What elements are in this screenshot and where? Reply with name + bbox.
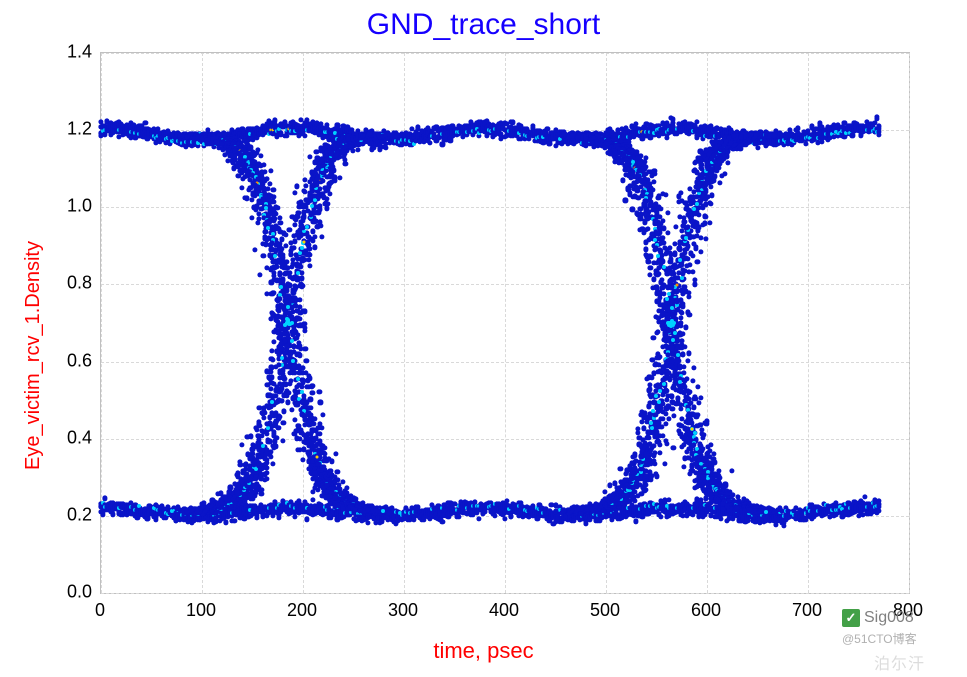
- grid-line-horizontal: [101, 53, 909, 54]
- y-tick-label: 1.4: [0, 42, 92, 63]
- grid-line-horizontal: [101, 362, 909, 363]
- plot-area: [100, 52, 910, 594]
- grid-line-horizontal: [101, 207, 909, 208]
- x-tick-label: 0: [95, 600, 105, 621]
- x-tick-label: 600: [691, 600, 721, 621]
- y-tick-label: 0.6: [0, 350, 92, 371]
- wechat-icon: ✓: [842, 609, 860, 627]
- y-tick-label: 0.8: [0, 273, 92, 294]
- y-tick-label: 0.0: [0, 582, 92, 603]
- x-tick-label: 300: [388, 600, 418, 621]
- y-tick-label: 1.2: [0, 119, 92, 140]
- grid-line-vertical: [909, 53, 910, 593]
- y-tick-label: 0.2: [0, 504, 92, 525]
- grid-line-horizontal: [101, 593, 909, 594]
- x-tick-label: 500: [590, 600, 620, 621]
- watermark-faint: 泊尓汗: [874, 650, 925, 674]
- grid-line-horizontal: [101, 439, 909, 440]
- x-tick-label: 200: [287, 600, 317, 621]
- watermark-sig008: ✓Sig008 @51CTO博客: [842, 608, 917, 650]
- watermark-text: Sig008: [864, 609, 914, 626]
- watermark-subtext: @51CTO博客: [842, 632, 917, 646]
- grid-line-horizontal: [101, 284, 909, 285]
- x-tick-label: 400: [489, 600, 519, 621]
- y-tick-label: 1.0: [0, 196, 92, 217]
- x-tick-label: 700: [792, 600, 822, 621]
- chart-title: GND_trace_short: [0, 8, 967, 42]
- x-axis-label: time, psec: [0, 638, 967, 664]
- x-tick-label: 100: [186, 600, 216, 621]
- y-tick-label: 0.4: [0, 427, 92, 448]
